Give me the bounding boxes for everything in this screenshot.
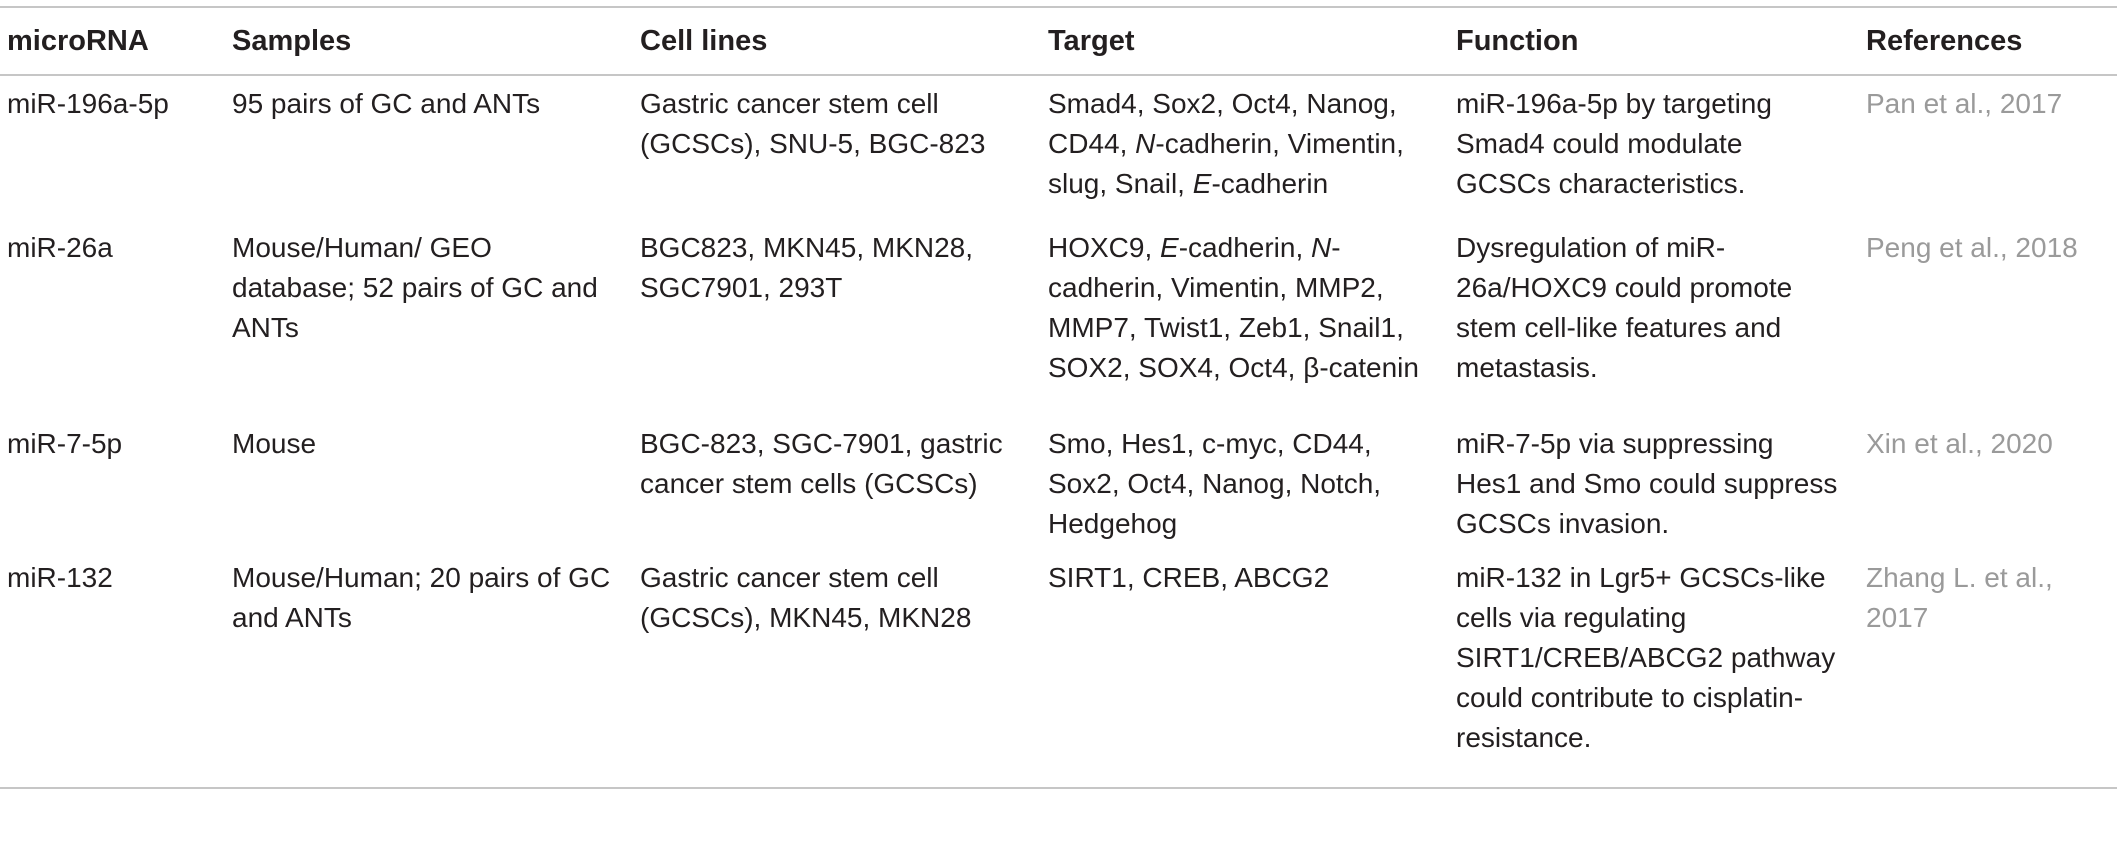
cell-samples: 95 pairs of GC and ANTs xyxy=(232,88,541,119)
header-references: References xyxy=(1866,7,2117,76)
target-italic-prefix: E xyxy=(1192,168,1212,199)
target-text: -cadherin, xyxy=(1178,232,1312,263)
cell-microrna: miR-132 xyxy=(7,562,113,593)
table-body: miR-196a-5p 95 pairs of GC and ANTs Gast… xyxy=(0,75,2117,788)
target-text: -cadherin xyxy=(1211,168,1329,199)
table-row: miR-7-5p Mouse BGC-823, SGC-7901, gastri… xyxy=(0,416,2117,550)
cell-microrna: miR-196a-5p xyxy=(7,88,169,119)
header-row: microRNA Samples Cell lines Target Funct… xyxy=(0,7,2117,76)
cell-reference[interactable]: Xin et al., 2020 xyxy=(1866,428,2053,459)
cell-cell-lines: BGC-823, SGC-7901, gastric cancer stem c… xyxy=(640,428,1003,499)
cell-target: SIRT1, CREB, ABCG2 xyxy=(1048,562,1330,593)
cell-reference[interactable]: Peng et al., 2018 xyxy=(1866,232,2078,263)
target-text: -cadherin, Vimentin, slug, Snail, xyxy=(1048,128,1404,199)
header-target: Target xyxy=(1048,7,1456,76)
header-microrna: microRNA xyxy=(0,7,232,76)
target-italic-prefix: E xyxy=(1160,232,1179,263)
cell-cell-lines: BGC823, MKN45, MKN28, SGC7901, 293T xyxy=(640,232,974,303)
cell-function: Dysregulation of miR-26a/HOXC9 could pro… xyxy=(1456,232,1793,383)
cell-cell-lines: Gastric cancer stem cell (GCSCs), SNU-5,… xyxy=(640,88,986,159)
table-row: miR-196a-5p 95 pairs of GC and ANTs Gast… xyxy=(0,75,2117,220)
table-header: microRNA Samples Cell lines Target Funct… xyxy=(0,7,2117,76)
cell-target: Smad4, Sox2, Oct4, Nanog, CD44, N-cadher… xyxy=(1048,75,1456,220)
cell-function: miR-132 in Lgr5+ GCSCs-like cells via re… xyxy=(1456,562,1836,753)
target-italic-prefix: N xyxy=(1135,128,1156,159)
header-samples: Samples xyxy=(232,7,640,76)
cell-cell-lines: Gastric cancer stem cell (GCSCs), MKN45,… xyxy=(640,562,972,633)
cell-function: miR-7-5p via suppressing Hes1 and Smo co… xyxy=(1456,428,1838,539)
header-cell-lines: Cell lines xyxy=(640,7,1048,76)
cell-samples: Mouse/Human; 20 pairs of GC and ANTs xyxy=(232,562,611,633)
cell-reference[interactable]: Pan et al., 2017 xyxy=(1866,88,2063,119)
target-text: Smad4, Sox2, Oct4, Nanog, CD44, xyxy=(1048,88,1397,159)
cell-samples: Mouse xyxy=(232,428,317,459)
cell-microrna: miR-7-5p xyxy=(7,428,123,459)
table-row: miR-26a Mouse/Human/ GEO database; 52 pa… xyxy=(0,220,2117,416)
cell-samples: Mouse/Human/ GEO database; 52 pairs of G… xyxy=(232,232,598,343)
mirna-table: microRNA Samples Cell lines Target Funct… xyxy=(0,6,2117,789)
header-function: Function xyxy=(1456,7,1866,76)
cell-target: HOXC9, E-cadherin, N-cadherin, Vimentin,… xyxy=(1048,220,1456,416)
table-row: miR-132 Mouse/Human; 20 pairs of GC and … xyxy=(0,550,2117,788)
cell-target: Smo, Hes1, c-myc, CD44, Sox2, Oct4, Nano… xyxy=(1048,428,1382,539)
cell-function: miR-196a-5p by targeting Smad4 could mod… xyxy=(1456,88,1772,199)
target-text: -cadherin, Vimentin, MMP2, MMP7, Twist1,… xyxy=(1048,232,1419,383)
target-text: HOXC9, xyxy=(1048,232,1161,263)
cell-microrna: miR-26a xyxy=(7,232,113,263)
target-italic-prefix: N xyxy=(1311,232,1332,263)
cell-reference[interactable]: Zhang L. et al., 2017 xyxy=(1866,562,2053,633)
